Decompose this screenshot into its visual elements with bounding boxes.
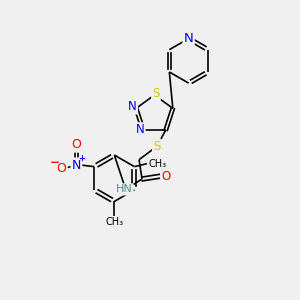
Text: N: N bbox=[128, 100, 137, 113]
Text: −: − bbox=[50, 156, 60, 169]
Text: O: O bbox=[57, 162, 67, 175]
Text: +: + bbox=[78, 154, 85, 163]
Text: CH₃: CH₃ bbox=[105, 217, 123, 227]
Text: N: N bbox=[136, 124, 145, 136]
Text: N: N bbox=[184, 32, 194, 45]
Text: O: O bbox=[161, 169, 170, 182]
Text: N: N bbox=[72, 159, 81, 172]
Text: S: S bbox=[153, 140, 161, 153]
Text: S: S bbox=[152, 87, 160, 100]
Text: CH₃: CH₃ bbox=[149, 159, 167, 169]
Text: HN: HN bbox=[116, 184, 133, 194]
Text: O: O bbox=[71, 138, 81, 152]
